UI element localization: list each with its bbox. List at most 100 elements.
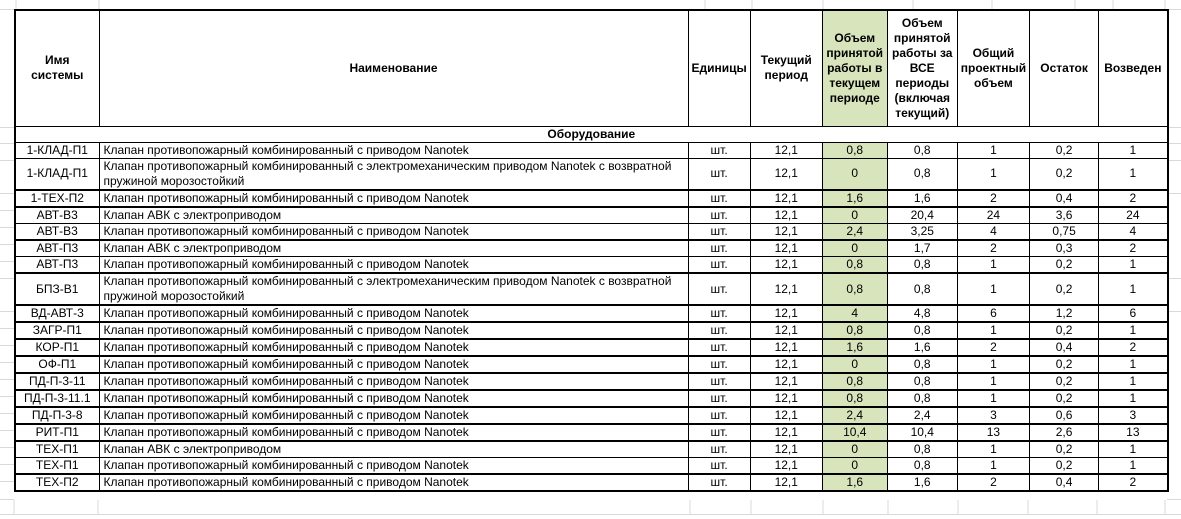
cell-accepted-current[interactable]: 0,8 [821,321,888,340]
cell-erected[interactable]: 1 [1098,440,1169,458]
cell-remainder[interactable]: 0,4 [1029,473,1100,492]
cell-total-volume[interactable]: 1 [956,372,1031,391]
cell-accepted-all[interactable]: 20,4 [886,206,958,224]
cell-total-volume[interactable]: 1 [956,157,1031,191]
cell-erected[interactable]: 4 [1098,223,1169,241]
cell-erected[interactable]: 13 [1098,423,1169,442]
col-header-erected[interactable]: Возведен [1098,9,1169,127]
cell-units[interactable]: шт. [687,440,751,458]
cell-erected[interactable]: 1 [1098,321,1169,340]
cell-remainder[interactable]: 0,2 [1029,355,1100,374]
cell-units[interactable]: шт. [687,141,751,159]
cell-units[interactable]: шт. [687,473,751,492]
cell-name[interactable]: Клапан противопожарный комбинированный с… [98,406,689,425]
cell-current-period[interactable]: 12,1 [749,338,823,357]
cell-accepted-all[interactable]: 0,8 [886,389,958,408]
cell-accepted-current[interactable]: 0 [821,157,888,191]
cell-accepted-all[interactable]: 0,8 [886,372,958,391]
cell-units[interactable]: шт. [687,423,751,442]
cell-accepted-current[interactable]: 0,8 [821,389,888,408]
cell-remainder[interactable]: 0,2 [1029,372,1100,391]
cell-erected[interactable]: 2 [1098,473,1169,492]
cell-current-period[interactable]: 12,1 [749,256,823,274]
cell-erected[interactable]: 1 [1098,355,1169,374]
cell-name[interactable]: Клапан противопожарный комбинированный с… [98,372,689,391]
cell-erected[interactable]: 1 [1098,157,1169,191]
cell-erected[interactable]: 1 [1098,389,1169,408]
cell-total-volume[interactable]: 1 [956,272,1031,306]
cell-system[interactable]: ОФ-П1 [14,355,100,374]
cell-name[interactable]: Клапан АВК с электроприводом [98,206,689,224]
cell-remainder[interactable]: 0,2 [1029,440,1100,458]
cell-total-volume[interactable]: 1 [956,256,1031,274]
cell-remainder[interactable]: 0,2 [1029,272,1100,306]
col-header-units[interactable]: Единицы [687,9,751,127]
cell-current-period[interactable]: 12,1 [749,239,823,257]
cell-remainder[interactable]: 0,75 [1029,223,1100,241]
cell-accepted-all[interactable]: 0,8 [886,321,958,340]
col-header-name[interactable]: Наименование [98,9,689,127]
cell-units[interactable]: шт. [687,321,751,340]
cell-total-volume[interactable]: 1 [956,440,1031,458]
cell-current-period[interactable]: 12,1 [749,457,823,475]
cell-remainder[interactable]: 0,6 [1029,406,1100,425]
cell-accepted-current[interactable]: 1,6 [821,189,888,208]
cell-current-period[interactable]: 12,1 [749,355,823,374]
cell-current-period[interactable]: 12,1 [749,440,823,458]
cell-total-volume[interactable]: 2 [956,189,1031,208]
cell-accepted-current[interactable]: 1,6 [821,473,888,492]
cell-current-period[interactable]: 12,1 [749,304,823,323]
col-header-current-period[interactable]: Текущий период [749,9,823,127]
cell-accepted-all[interactable]: 1,6 [886,338,958,357]
cell-accepted-all[interactable]: 1,7 [886,239,958,257]
cell-accepted-all[interactable]: 0,8 [886,440,958,458]
cell-total-volume[interactable]: 13 [956,423,1031,442]
cell-accepted-all[interactable]: 2,4 [886,406,958,425]
col-header-system[interactable]: Имя системы [14,9,100,127]
cell-name[interactable]: Клапан противопожарный комбинированный с… [98,389,689,408]
cell-current-period[interactable]: 12,1 [749,389,823,408]
cell-erected[interactable]: 1 [1098,372,1169,391]
cell-total-volume[interactable]: 3 [956,406,1031,425]
cell-name[interactable]: Клапан противопожарный комбинированный с… [98,321,689,340]
cell-name[interactable]: Клапан противопожарный комбинированный с… [98,157,689,191]
cell-name[interactable]: Клапан противопожарный комбинированный с… [98,272,689,306]
cell-system[interactable]: АВТ-В3 [14,206,100,224]
cell-erected[interactable]: 6 [1098,304,1169,323]
cell-remainder[interactable]: 0,2 [1029,256,1100,274]
cell-accepted-all[interactable]: 0,8 [886,457,958,475]
cell-erected[interactable]: 1 [1098,272,1169,306]
cell-accepted-current[interactable]: 1,6 [821,338,888,357]
cell-current-period[interactable]: 12,1 [749,473,823,492]
cell-total-volume[interactable]: 2 [956,239,1031,257]
cell-accepted-current[interactable]: 0,8 [821,256,888,274]
cell-units[interactable]: шт. [687,239,751,257]
cell-erected[interactable]: 1 [1098,457,1169,475]
cell-units[interactable]: шт. [687,206,751,224]
cell-name[interactable]: Клапан противопожарный комбинированный с… [98,304,689,323]
cell-units[interactable]: шт. [687,189,751,208]
cell-system[interactable]: ТЕХ-П1 [14,457,100,475]
cell-system[interactable]: РИТ-П1 [14,423,100,442]
cell-total-volume[interactable]: 4 [956,223,1031,241]
cell-name[interactable]: Клапан противопожарный комбинированный с… [98,189,689,208]
cell-accepted-all[interactable]: 4,8 [886,304,958,323]
cell-current-period[interactable]: 12,1 [749,423,823,442]
cell-units[interactable]: шт. [687,406,751,425]
cell-remainder[interactable]: 2,6 [1029,423,1100,442]
cell-system[interactable]: КОР-П1 [14,338,100,357]
cell-accepted-current[interactable]: 0 [821,239,888,257]
cell-accepted-all[interactable]: 3,25 [886,223,958,241]
cell-units[interactable]: шт. [687,372,751,391]
col-header-total-volume[interactable]: Общий проектный объем [956,9,1031,127]
cell-total-volume[interactable]: 2 [956,473,1031,492]
cell-remainder[interactable]: 0,4 [1029,189,1100,208]
cell-remainder[interactable]: 0,2 [1029,141,1100,159]
cell-accepted-all[interactable]: 0,8 [886,272,958,306]
cell-units[interactable]: шт. [687,223,751,241]
cell-remainder[interactable]: 0,2 [1029,389,1100,408]
cell-accepted-current[interactable]: 2,4 [821,406,888,425]
cell-remainder[interactable]: 0,2 [1029,457,1100,475]
cell-units[interactable]: шт. [687,157,751,191]
cell-current-period[interactable]: 12,1 [749,189,823,208]
